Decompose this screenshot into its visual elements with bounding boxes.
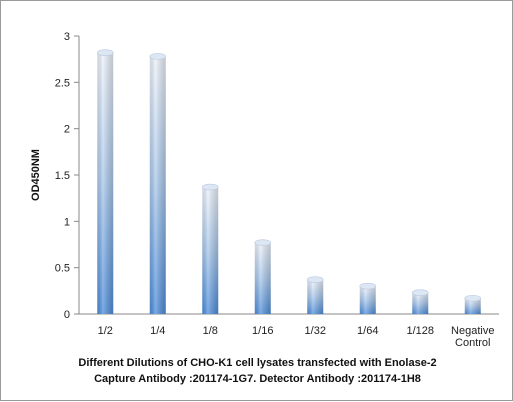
y-tick-label: 1.5 <box>55 170 70 182</box>
bar <box>306 276 324 314</box>
y-tick-label: 3 <box>64 31 70 43</box>
y-tick-label: 2.5 <box>55 77 70 89</box>
bar-shading <box>412 292 429 314</box>
bar-shading <box>307 279 324 314</box>
y-tick-label: 0 <box>64 309 70 321</box>
bar-top-cap <box>464 294 482 302</box>
bar-top-cap <box>149 53 167 60</box>
axes <box>78 36 499 315</box>
bars <box>96 49 482 315</box>
bar-top-cap <box>359 282 377 290</box>
y-axis-title: OD450NM <box>30 149 42 201</box>
bar <box>96 49 114 315</box>
bar-top-cap <box>411 289 429 296</box>
bar-shading <box>97 52 114 315</box>
bar-shading <box>359 286 376 314</box>
y-axis-ticks: 0 0.5 1 1.5 2 2.5 3 <box>55 31 79 321</box>
y-tick-label: 2 <box>64 124 70 136</box>
bar-top-cap <box>96 49 114 56</box>
x-axis-caption-line-2: Capture Antibody :201174-1G7. Detector A… <box>94 373 421 385</box>
bar <box>149 53 167 315</box>
y-tick-label: 0.5 <box>55 263 70 275</box>
x-tick-label: Negative <box>451 325 494 337</box>
x-axis-tick-labels: 1/2 1/4 1/8 1/16 1/32 1/64 1/128 NegativeContro… <box>98 325 495 349</box>
x-tick-label: Control <box>455 337 490 349</box>
x-tick-label: 1/128 <box>406 325 434 337</box>
bar-top-cap <box>254 239 272 246</box>
x-tick-label: 1/32 <box>305 325 326 337</box>
x-tick-label: 1/64 <box>357 325 378 337</box>
bar <box>464 294 482 314</box>
bar-shading <box>464 298 481 314</box>
y-tick-label: 1 <box>64 216 70 228</box>
bar-shading <box>202 187 219 314</box>
x-tick-label: 1/8 <box>203 325 218 337</box>
bar <box>254 239 272 314</box>
bar-shading <box>149 56 166 315</box>
x-tick-label: 1/2 <box>98 325 113 337</box>
bar-shading <box>254 242 271 314</box>
bar-top-cap <box>201 183 219 191</box>
bar-top-cap <box>306 276 324 284</box>
x-tick-label: 1/16 <box>252 325 273 337</box>
bar <box>359 282 377 314</box>
x-axis-caption-line-1: Different Dilutions of CHO-K1 cell lysat… <box>78 357 437 369</box>
x-tick-label: 1/4 <box>150 325 165 337</box>
bar <box>411 289 429 314</box>
bar <box>201 183 219 314</box>
